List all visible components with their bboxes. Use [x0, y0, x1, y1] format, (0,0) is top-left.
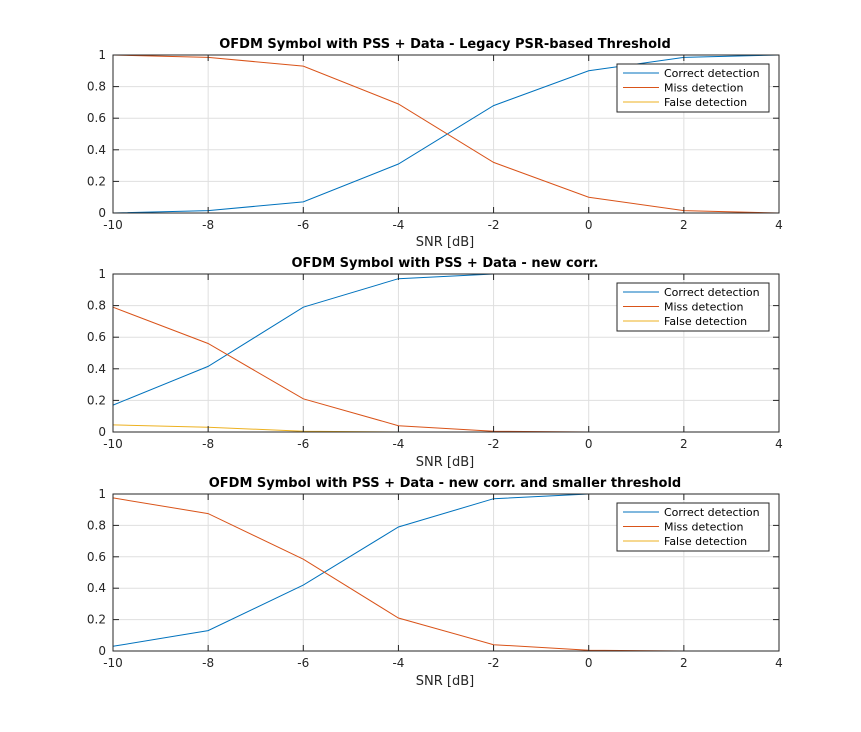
y-tick-label: 1 [98, 48, 106, 62]
x-tick-label: -6 [297, 437, 309, 451]
legend-label-miss-detection: Miss detection [664, 521, 743, 534]
y-tick-label: 0.8 [87, 299, 106, 313]
legend-label-false-detection: False detection [664, 315, 747, 328]
x-tick-label: -2 [488, 437, 500, 451]
x-tick-label: 4 [775, 656, 783, 670]
y-tick-label: 0.6 [87, 330, 106, 344]
y-tick-label: 0.8 [87, 518, 106, 532]
legend-label-miss-detection: Miss detection [664, 301, 743, 314]
subplot-2-xlabel: SNR [dB] [416, 455, 474, 470]
y-tick-label: 0.8 [87, 80, 106, 94]
series-line-correct-detection [112, 54, 780, 214]
subplot-1-xlabel: SNR [dB] [416, 235, 474, 250]
y-tick-label: 0.2 [87, 613, 106, 627]
axes-box [112, 493, 780, 652]
legend-label-correct-detection: Correct detection [664, 67, 760, 80]
y-tick-label: 0 [98, 644, 106, 658]
subplot-1: OFDM Symbol with PSS + Data - Legacy PSR… [87, 37, 783, 250]
y-tick-label: 0.4 [87, 143, 106, 157]
x-tick-label: -4 [392, 656, 404, 670]
x-tick-label: -10 [103, 437, 123, 451]
series-line-miss-detection [112, 54, 780, 214]
x-tick-label: 0 [585, 437, 593, 451]
y-tick-label: 0.4 [87, 362, 106, 376]
x-tick-label: -8 [202, 656, 214, 670]
legend-label-false-detection: False detection [664, 535, 747, 548]
subplot-2: OFDM Symbol with PSS + Data - new corr. … [87, 256, 783, 470]
x-tick-label: -10 [103, 656, 123, 670]
x-tick-label: -4 [392, 437, 404, 451]
axes-2: -10 -8 -6 -4 -2 0 2 4 0 0.2 0.4 0.6 0.8 1 Correct dete… [87, 267, 783, 451]
y-tick-label: 0.4 [87, 581, 106, 595]
y-tick-label: 1 [98, 267, 106, 281]
subplot-1-title: OFDM Symbol with PSS + Data - Legacy PSR… [219, 37, 671, 52]
x-tick-label: 0 [585, 656, 593, 670]
y-tick-label: 0.6 [87, 550, 106, 564]
legend-box [616, 63, 770, 113]
axes-box [112, 54, 780, 214]
x-tick-label: -6 [297, 656, 309, 670]
x-tick-label: 4 [775, 218, 783, 232]
legend-label-correct-detection: Correct detection [664, 506, 760, 519]
legend-label-correct-detection: Correct detection [664, 286, 760, 299]
y-tick-label: 0 [98, 206, 106, 220]
x-tick-label: 0 [585, 218, 593, 232]
axes-1: -10 -8 -6 -4 -2 0 2 4 0 0.2 0.4 0.6 0.8 1 Correct dete… [87, 48, 783, 232]
subplot-3: OFDM Symbol with PSS + Data - new corr. … [87, 476, 783, 689]
y-tick-label: 0.2 [87, 393, 106, 407]
legend-label-false-detection: False detection [664, 96, 747, 109]
y-tick-label: 0.2 [87, 174, 106, 188]
x-tick-label: -8 [202, 218, 214, 232]
y-tick-label: 0.6 [87, 111, 106, 125]
y-tick-label: 0 [98, 425, 106, 439]
x-tick-label: -4 [392, 218, 404, 232]
x-tick-label: 2 [680, 437, 688, 451]
subplot-3-xlabel: SNR [dB] [416, 674, 474, 689]
legend-label-miss-detection: Miss detection [664, 82, 743, 95]
axes-3: -10 -8 -6 -4 -2 0 2 4 0 0.2 0.4 0.6 0.8 1 Correct dete… [87, 487, 783, 670]
y-tick-label: 1 [98, 487, 106, 501]
axes-box [112, 273, 780, 433]
x-tick-label: -6 [297, 218, 309, 232]
x-tick-label: 4 [775, 437, 783, 451]
x-tick-label: -2 [488, 656, 500, 670]
x-tick-label: 2 [680, 218, 688, 232]
x-tick-label: -10 [103, 218, 123, 232]
x-tick-label: 2 [680, 656, 688, 670]
x-tick-label: -8 [202, 437, 214, 451]
x-tick-label: -2 [488, 218, 500, 232]
subplot-2-title: OFDM Symbol with PSS + Data - new corr. [291, 256, 598, 271]
subplot-3-title: OFDM Symbol with PSS + Data - new corr. … [209, 476, 682, 491]
